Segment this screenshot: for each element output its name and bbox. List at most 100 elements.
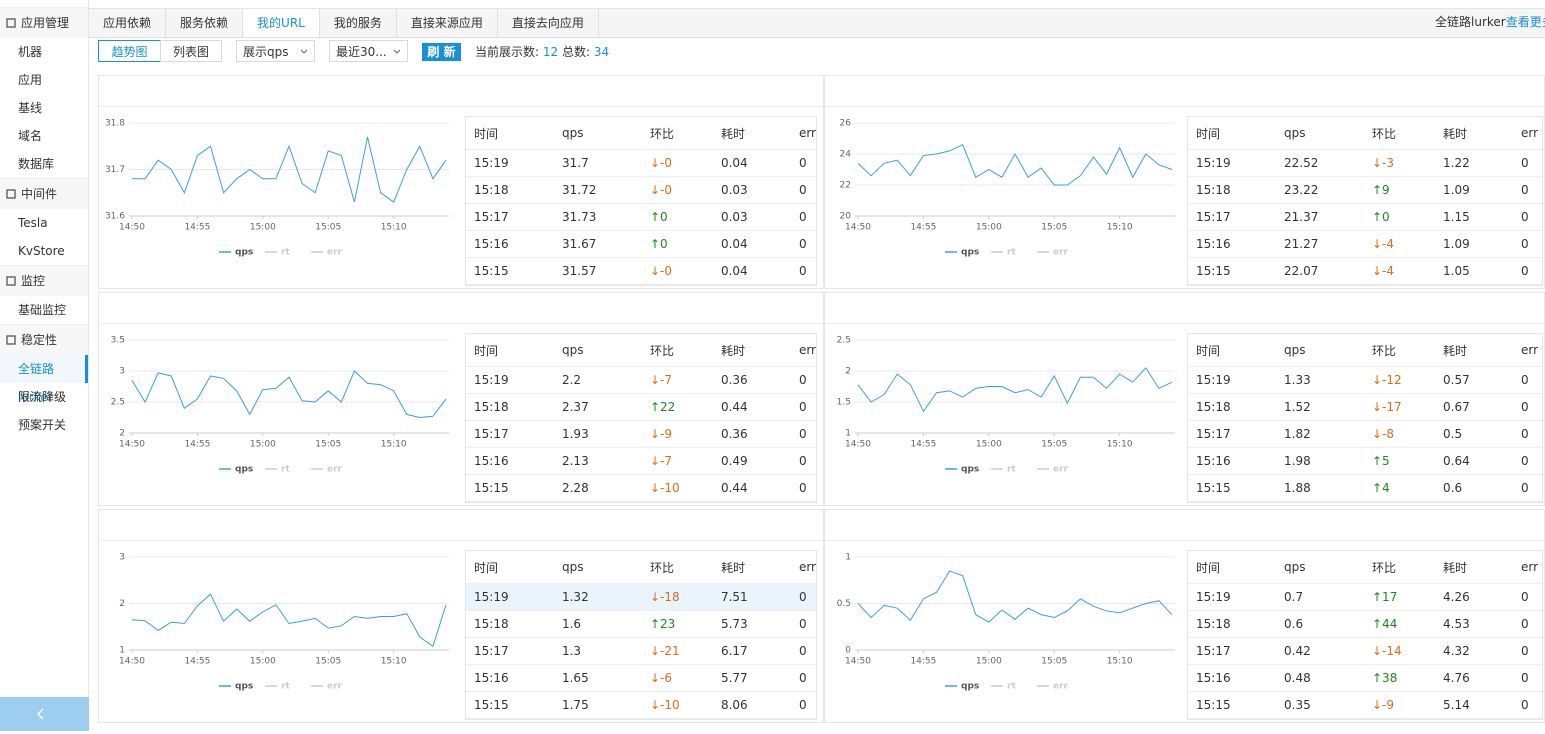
table-row: 15:16 1.98 ↑5 0.64 0 (1188, 447, 1542, 475)
range-select[interactable]: 最近30... (329, 40, 408, 62)
table-cell: 15:18 (1188, 610, 1276, 638)
table-cell: 15:17 (1188, 637, 1276, 665)
table-cell: 0 (790, 583, 816, 611)
nav-item[interactable]: 基线 (18, 101, 43, 115)
table-cell: 15:18 (466, 610, 554, 638)
table-row: 15:18 2.37 ↑22 0.44 0 (466, 393, 816, 421)
table-cell: 0.44 (712, 474, 791, 502)
table-cell: 1.93 (553, 420, 642, 448)
y-tick-label: 1.5 (837, 398, 851, 408)
panel: 31.6 31.7 31.8 14:50 14:55 15:00 15:05 15:10 qps… (98, 75, 824, 289)
x-tick-label: 14:50 (845, 657, 871, 667)
tab[interactable]: 服务依赖 (166, 9, 244, 37)
x-tick-label: 14:50 (119, 440, 145, 450)
nav-item[interactable]: 数据库 (18, 157, 55, 171)
panel: 0 0.5 1 14:50 14:55 15:00 15:05 15:10 qps rt err 时间… (824, 509, 1545, 723)
tab[interactable]: 直接来源应用 (397, 9, 498, 37)
table-cell: 1.75 (553, 691, 642, 719)
table-cell: 31.67 (553, 230, 642, 258)
table-cell: 15:16 (1188, 230, 1276, 258)
table-cell: 15:16 (466, 447, 554, 475)
header-cell: 耗时 (712, 334, 791, 367)
table-cell: 0 (1513, 474, 1542, 502)
table-box: 时间 qps 环比 耗时 err 15:19 0.7 ↑17 4.26 0 15:18 0.6 ↑44 4… (1187, 550, 1543, 720)
metric-select[interactable]: 展示qps (236, 40, 315, 62)
x-tick-label: 14:50 (845, 223, 871, 233)
table-cell: ↓-0 (641, 257, 713, 285)
table-cell: 0 (790, 637, 816, 665)
nav-item[interactable]: Tesla (18, 216, 48, 230)
table-row: 15:18 0.6 ↑44 4.53 0 (1188, 610, 1542, 638)
view-button[interactable]: 列表图 (160, 40, 222, 62)
refresh-button[interactable]: 刷 新 (422, 43, 461, 61)
y-tick-label: 1 (119, 646, 125, 656)
tab[interactable]: 直接去向应用 (498, 9, 599, 37)
table-row: 15:15 1.88 ↑4 0.6 0 (1188, 474, 1542, 502)
nav-item[interactable]: 限流降级 (18, 390, 67, 404)
table-cell: 5.14 (1435, 691, 1513, 719)
y-tick-label: 2.5 (837, 336, 851, 346)
select-text: 展示qps (243, 45, 289, 59)
table-cell: 0.67 (1435, 393, 1513, 421)
section-header[interactable]: 应用管理 (0, 7, 88, 38)
header-cell: err (790, 334, 816, 367)
table-row: 15:15 0.35 ↓-9 5.14 0 (1188, 691, 1542, 719)
table-row: 15:16 31.67 ↑0 0.04 0 (466, 230, 816, 258)
table-cell: ↑38 (1364, 664, 1435, 692)
table-box: 时间 qps 环比 耗时 err 15:19 22.52 ↓-3 1.22 0 15:18 23.22… (1187, 116, 1543, 286)
table-cell: 4.76 (1435, 664, 1513, 692)
data-table: 时间 qps 环比 耗时 err 15:19 2.2 ↓-7 0.36 0 15:18 2.37 ↑22… (466, 334, 816, 502)
x-tick-label: 15:00 (976, 657, 1002, 667)
section-header[interactable]: 中间件 (0, 178, 88, 209)
table-cell: ↓-4 (1364, 257, 1435, 285)
table-cell: 8.06 (712, 691, 791, 719)
section-title: 监控 (21, 274, 46, 288)
tab[interactable]: 应用依赖 (89, 9, 167, 37)
header-cell: 时间 (1188, 334, 1276, 367)
table-cell: 15:15 (466, 691, 554, 719)
table-cell: 0 (790, 474, 816, 502)
nav-item[interactable]: 应用 (18, 73, 43, 87)
header-cell: qps (1276, 551, 1364, 584)
y-tick-label: 3 (119, 553, 125, 563)
view-button[interactable]: 趋势图 (98, 40, 161, 62)
table-cell: 1.32 (553, 583, 642, 611)
table-cell: 0 (790, 257, 816, 285)
chart: 20 22 24 26 14:50 14:55 15:00 15:05 15:10 qps rt er… (840, 119, 1175, 258)
table-cell: 2.28 (553, 474, 642, 502)
table-cell: 0 (1513, 447, 1542, 475)
header-link[interactable]: 查看更多 (1505, 15, 1545, 29)
nav-item[interactable]: 域名 (18, 129, 43, 143)
collapse-button[interactable] (0, 697, 89, 731)
table-cell: 1.65 (553, 664, 642, 692)
x-tick-label: 15:05 (1041, 657, 1067, 667)
header-cell: 耗时 (1435, 551, 1513, 584)
nav-item[interactable]: 预案开关 (18, 418, 67, 432)
x-tick-label: 14:55 (910, 440, 936, 450)
legend-label: err (327, 465, 343, 475)
tab[interactable]: 我的服务 (320, 9, 397, 37)
y-tick-label: 26 (840, 119, 852, 129)
table-cell: 15:17 (1188, 420, 1276, 448)
table-cell: 0 (790, 230, 816, 258)
table-cell: 5.77 (712, 664, 791, 692)
header-text: 全链路lurker (1435, 15, 1506, 29)
nav-item[interactable]: KvStore (18, 244, 65, 258)
nav-item[interactable]: 机器 (18, 45, 43, 59)
table-cell: 0 (1513, 420, 1542, 448)
nav-item[interactable]: 基础监控 (18, 303, 67, 317)
nav-item[interactable]: 全链路lurker (0, 355, 88, 404)
tab[interactable]: 我的URL (243, 9, 320, 37)
table-cell: ↓-12 (1364, 366, 1435, 394)
section-header[interactable]: 稳定性 (0, 324, 88, 355)
table-cell: 15:16 (466, 664, 554, 692)
table-row: 15:15 31.57 ↓-0 0.04 0 (466, 257, 816, 285)
data-table: 时间 qps 环比 耗时 err 15:19 1.32 ↓-18 7.51 0 15:18 1.6 ↑2… (466, 551, 816, 719)
section-header[interactable]: 监控 (0, 265, 88, 296)
table-row: 15:18 23.22 ↑9 1.09 0 (1188, 176, 1542, 204)
table-cell: 0 (1513, 393, 1542, 421)
y-tick-label: 1 (845, 553, 851, 563)
legend-label: err (1053, 248, 1069, 258)
header-cell: 耗时 (712, 117, 791, 150)
header-cell: 环比 (1364, 334, 1435, 367)
